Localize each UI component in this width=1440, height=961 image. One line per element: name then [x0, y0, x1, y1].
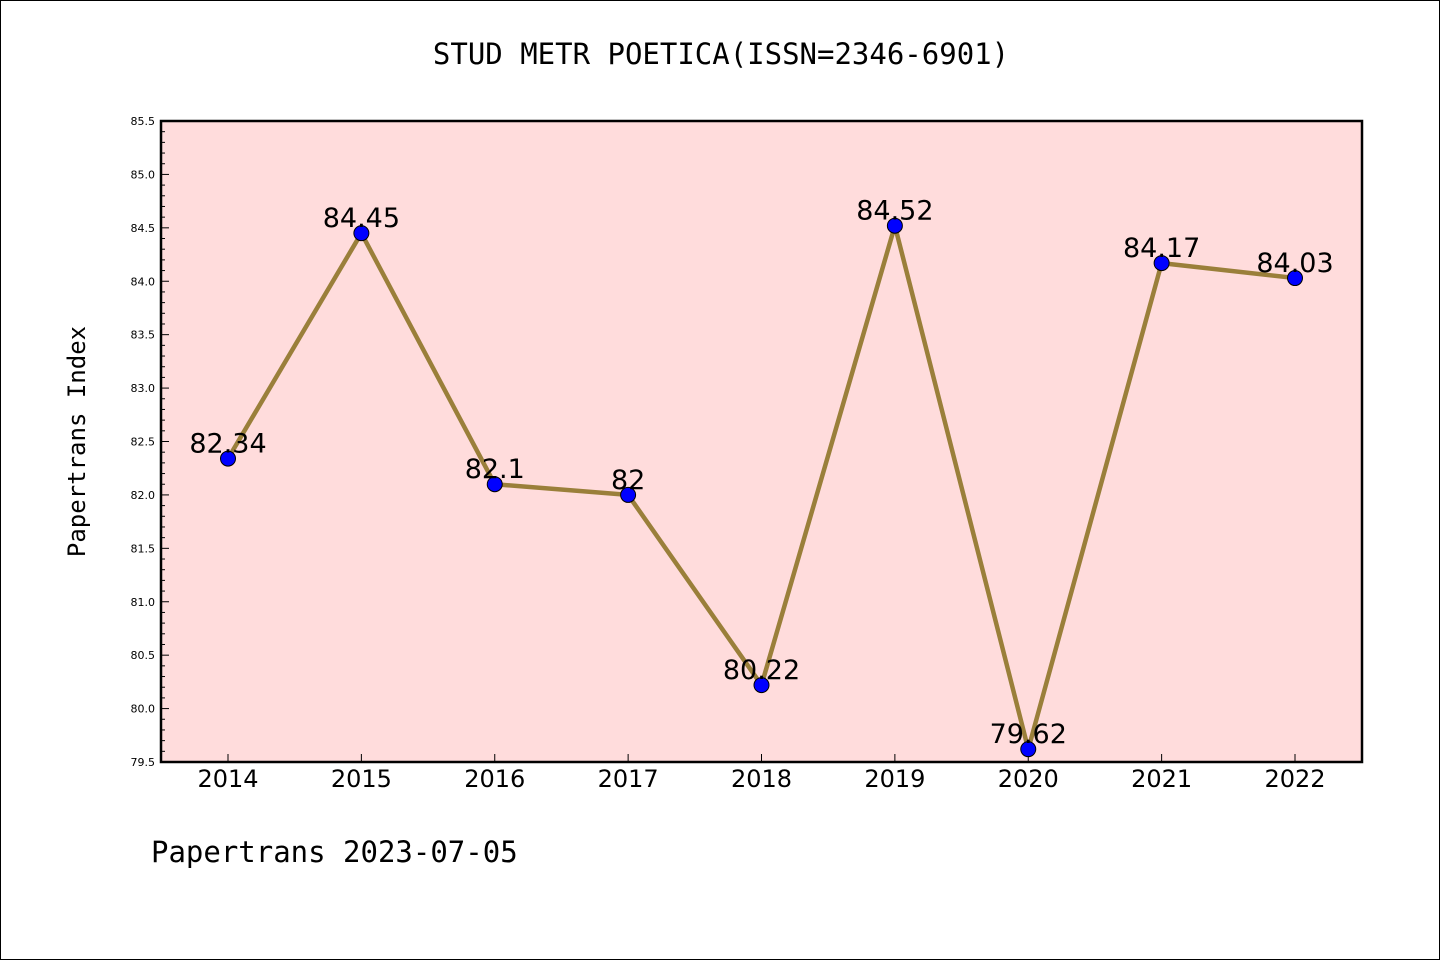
- data-point: [620, 486, 637, 503]
- x-tick-label: 2014: [197, 765, 258, 793]
- y-tick-label: 80.5: [131, 649, 156, 662]
- data-label: 82.34: [189, 429, 266, 460]
- y-tick-label: 80.0: [131, 703, 156, 716]
- data-label: 84.52: [856, 196, 933, 227]
- x-tick-label: 2016: [464, 765, 525, 793]
- data-label: 79.62: [990, 719, 1067, 750]
- data-label: 80.22: [723, 655, 800, 686]
- x-tick-label: 2020: [998, 765, 1059, 793]
- data-point: [486, 476, 503, 493]
- y-tick-label: 84.0: [131, 275, 156, 288]
- x-tick-label: 2015: [331, 765, 392, 793]
- x-tick-label: 2019: [864, 765, 925, 793]
- data-point: [220, 450, 236, 467]
- y-tick-label: 84.5: [131, 222, 156, 235]
- y-axis-label: Papertrans Index: [63, 326, 91, 557]
- y-tick-label: 83.0: [131, 382, 156, 395]
- y-tick-label: 81.5: [131, 542, 156, 555]
- y-tick-label: 85.0: [131, 168, 156, 181]
- data-point: [1153, 255, 1170, 272]
- data-label: 84.17: [1123, 233, 1200, 264]
- x-tick-label: 2018: [731, 765, 792, 793]
- footer-note: Papertrans 2023-07-05: [151, 835, 518, 869]
- x-tick-label: 2017: [598, 765, 659, 793]
- data-labels: 82.34 84.45 82.1 82 80.22 84.52 79.62 84.17 84.0…: [189, 196, 1333, 750]
- data-point: [1020, 741, 1037, 758]
- x-axis: 2014 2015 2016 2017 2018 2019 2020 2021 2022: [197, 754, 1326, 793]
- data-label: 84.45: [323, 203, 400, 234]
- data-label: 84.03: [1256, 248, 1333, 279]
- y-tick-label: 82.5: [131, 436, 156, 449]
- data-point: [886, 217, 903, 234]
- data-label: 82.1: [465, 454, 525, 485]
- chart-title: STUD METR POETICA(ISSN=2346-6901): [432, 37, 1010, 71]
- data-point: [353, 225, 370, 242]
- y-tick-label: 85.5: [131, 115, 156, 128]
- y-tick-label: 83.5: [131, 329, 156, 342]
- x-tick-label: 2022: [1264, 765, 1325, 793]
- y-axis: 79.5 80.0 80.5 81.0 81.5 82.0 82.5 83.0 83.5 84.0…: [131, 115, 169, 769]
- y-tick-label: 79.5: [131, 756, 156, 769]
- x-tick-label: 2021: [1131, 765, 1192, 793]
- data-point: [753, 677, 770, 694]
- data-point: [1287, 270, 1303, 287]
- y-tick-label: 82.0: [131, 489, 156, 502]
- y-tick-label: 81.0: [131, 596, 156, 609]
- data-label: 82: [611, 465, 645, 496]
- series-markers: [220, 217, 1303, 758]
